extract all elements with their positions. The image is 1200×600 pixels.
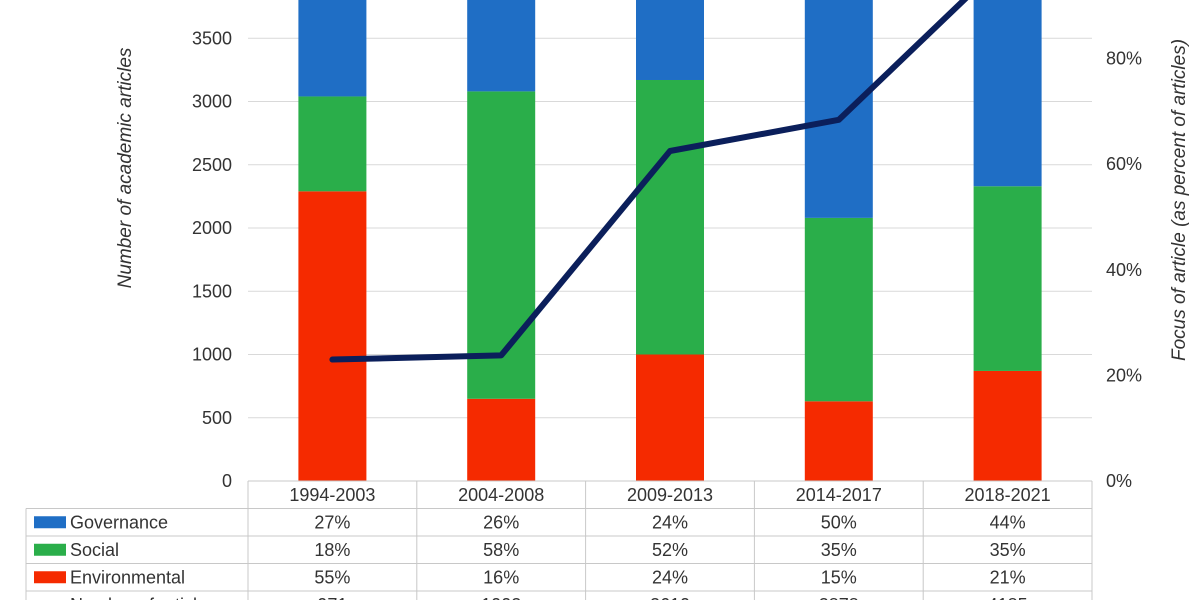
y2-tick-label: 0%: [1106, 471, 1132, 491]
table-cell: 4185: [988, 595, 1028, 600]
bar-governance: [804, 0, 873, 218]
bar-environmental: [636, 354, 704, 481]
table-cell: 35%: [821, 540, 857, 560]
data-table: 1994-2003 2004-2008 2009-2013 2014-2017 2018…: [25, 480, 1093, 600]
bar-social: [636, 79, 704, 355]
stacked-bars: [298, 0, 1042, 481]
table-cell: 16%: [483, 567, 519, 587]
table-cell: 1002: [481, 595, 521, 600]
table-cell: 2610: [650, 595, 690, 600]
legend-swatch: [34, 516, 66, 529]
bar-social: [973, 186, 1042, 371]
bar-social: [804, 217, 873, 402]
table-cell: 971: [317, 595, 347, 600]
left-axis-ticks: 0 500 1000 1500 2000 2500 3000 3500: [192, 28, 232, 491]
legend-label: Environmental: [70, 567, 185, 587]
legend-swatch: [34, 543, 66, 556]
table-cell: 50%: [821, 512, 857, 532]
category-label: 1994-2003: [289, 485, 375, 505]
table-cell: 27%: [314, 512, 350, 532]
legend-label: Social: [70, 540, 119, 560]
y-tick-label: 3500: [192, 28, 232, 48]
category-label: 2004-2008: [458, 485, 544, 505]
bar-governance: [467, 0, 536, 92]
y-tick-label: 500: [202, 408, 232, 428]
category-label: 2018-2021: [965, 485, 1051, 505]
y-tick-label: 2000: [192, 218, 232, 238]
table-cell: 18%: [314, 540, 350, 560]
table-cell: 24%: [652, 512, 688, 532]
y2-tick-label: 20%: [1106, 365, 1142, 385]
y-axis-title: Number of academic articles: [115, 47, 136, 288]
y2-tick-label: 40%: [1106, 260, 1142, 280]
bar-environmental: [467, 398, 536, 481]
y-tick-label: 1500: [192, 281, 232, 301]
category-label: 2014-2017: [796, 485, 882, 505]
y2-axis-title: Focus of article (as percent of articles…: [1169, 39, 1190, 361]
table-cell: 26%: [483, 512, 519, 532]
y2-tick-label: 60%: [1106, 154, 1142, 174]
bar-social: [298, 96, 367, 192]
bar-governance: [636, 0, 704, 80]
bar-environmental: [973, 370, 1042, 481]
table-cell: 52%: [652, 540, 688, 560]
table-cell: 24%: [652, 567, 688, 587]
bar-governance: [973, 0, 1042, 187]
table-cell: 35%: [990, 540, 1026, 560]
bar-governance: [298, 0, 367, 97]
articles-line: [329, 0, 969, 363]
table-cell: 58%: [483, 540, 519, 560]
legend-label: Governance: [70, 512, 168, 532]
y2-tick-label: 80%: [1106, 49, 1142, 69]
table-cell: 55%: [314, 567, 350, 587]
bar-environmental: [804, 401, 873, 481]
table-cell: 15%: [821, 567, 857, 587]
table-cell: 21%: [990, 567, 1026, 587]
y-tick-label: 3000: [192, 92, 232, 112]
legend-label: Number of articles: [70, 595, 216, 600]
y-tick-label: 2500: [192, 155, 232, 175]
category-label: 2009-2013: [627, 485, 713, 505]
bar-social: [467, 91, 536, 399]
y-tick-label: 1000: [192, 345, 232, 365]
legend-swatch: [34, 571, 66, 584]
table-cell: 2878: [819, 595, 859, 600]
table-cell: 44%: [990, 512, 1026, 532]
y-tick-label: 0: [222, 471, 232, 491]
bar-environmental: [298, 191, 367, 481]
right-axis-ticks: 0% 20% 40% 60% 80%: [1106, 49, 1142, 491]
